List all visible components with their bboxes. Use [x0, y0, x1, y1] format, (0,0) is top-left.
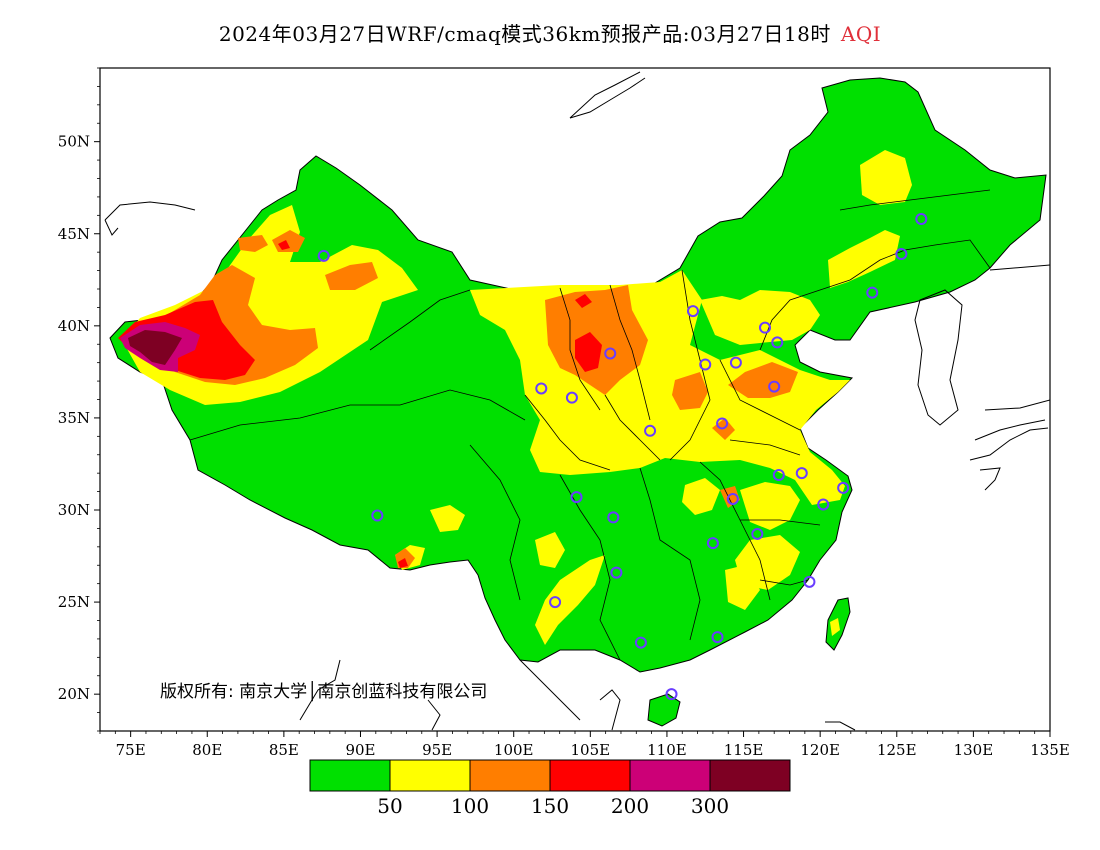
x-tick-label: 100E — [494, 741, 534, 759]
legend-swatch — [469, 759, 551, 792]
station-marker — [634, 636, 647, 649]
station-marker — [607, 511, 620, 524]
legend-swatch — [389, 759, 471, 792]
legend-label: 200 — [611, 794, 649, 818]
x-tick-label: 80E — [192, 741, 222, 759]
station-marker — [729, 356, 742, 369]
station-marker — [686, 305, 699, 318]
x-tick-label: 90E — [345, 741, 375, 759]
station-marker — [371, 509, 384, 522]
station-marker — [570, 491, 583, 504]
x-tick-label: 115E — [724, 741, 764, 759]
station-marker — [772, 469, 785, 482]
map-body: 版权所有: 南京大学│南京创蓝科技有限公司 — [104, 71, 1050, 731]
y-tick-label: 25N — [58, 593, 90, 611]
x-tick-label: 75E — [116, 741, 146, 759]
copyright-text: 版权所有: 南京大学│南京创蓝科技有限公司 — [160, 681, 487, 702]
y-tick-label: 40N — [58, 317, 90, 335]
y-axis: 20N 25N 30N 35N 40N 45N 50N — [58, 67, 100, 732]
x-tick-label: 130E — [954, 741, 994, 759]
station-marker — [549, 596, 562, 609]
station-marker — [565, 391, 578, 404]
station-marker — [604, 347, 617, 360]
station-marker — [665, 688, 678, 701]
hainan-island — [647, 693, 681, 727]
y-tick-label: 20N — [58, 685, 90, 703]
station-marker — [771, 336, 784, 349]
station-marker — [915, 213, 928, 226]
station-marker — [795, 467, 808, 480]
station-marker — [535, 382, 548, 395]
legend-swatch — [629, 759, 711, 792]
x-tick-label: 105E — [571, 741, 611, 759]
neighbor-outlines — [104, 71, 1050, 731]
legend-label: 150 — [531, 794, 569, 818]
y-tick-label: 35N — [58, 409, 90, 427]
y-tick-label: 45N — [58, 225, 90, 243]
x-tick-label: 125E — [877, 741, 917, 759]
x-tick-label: 135E — [1030, 741, 1070, 759]
station-marker — [803, 575, 816, 588]
legend-label: 50 — [377, 794, 402, 818]
station-markers — [317, 213, 928, 701]
legend-label: 300 — [691, 794, 729, 818]
station-marker — [726, 492, 739, 505]
station-marker — [751, 527, 764, 540]
y-tick-label: 50N — [58, 133, 90, 151]
aqi-band-hazardous — [128, 330, 182, 365]
station-marker — [711, 631, 724, 644]
station-marker — [317, 249, 330, 262]
station-marker — [610, 566, 623, 579]
x-tick-label: 120E — [800, 741, 840, 759]
legend-swatch — [709, 759, 791, 792]
station-marker — [895, 248, 908, 261]
station-marker — [759, 321, 771, 334]
x-axis: 75E 80E 85E 90E 95E 100E 105E 110E 115E 120E 125E 1… — [99, 731, 1070, 759]
station-marker — [768, 380, 781, 393]
station-marker — [817, 498, 830, 511]
station-marker — [644, 424, 657, 437]
x-tick-label: 95E — [422, 741, 452, 759]
x-tick-label: 110E — [647, 741, 687, 759]
station-marker — [706, 537, 719, 550]
station-marker — [837, 481, 850, 494]
station-marker — [716, 417, 729, 430]
x-tick-label: 85E — [269, 741, 299, 759]
map-title: 2024年03月27日WRF/cmaq模式36km预报产品:03月27日18时 A… — [0, 18, 1100, 47]
product-label: AQI — [840, 22, 882, 46]
station-marker — [866, 286, 879, 299]
taiwan-moderate-patch — [830, 618, 840, 636]
legend-label: 100 — [451, 794, 489, 818]
title-text: 2024年03月27日WRF/cmaq模式36km预报产品:03月27日18时 — [218, 22, 831, 46]
legend-swatch — [549, 759, 631, 792]
color-legend: 50 100 150 200 300 — [309, 759, 791, 818]
legend-swatch — [309, 759, 391, 792]
y-tick-label: 30N — [58, 501, 90, 519]
station-marker — [699, 358, 712, 371]
